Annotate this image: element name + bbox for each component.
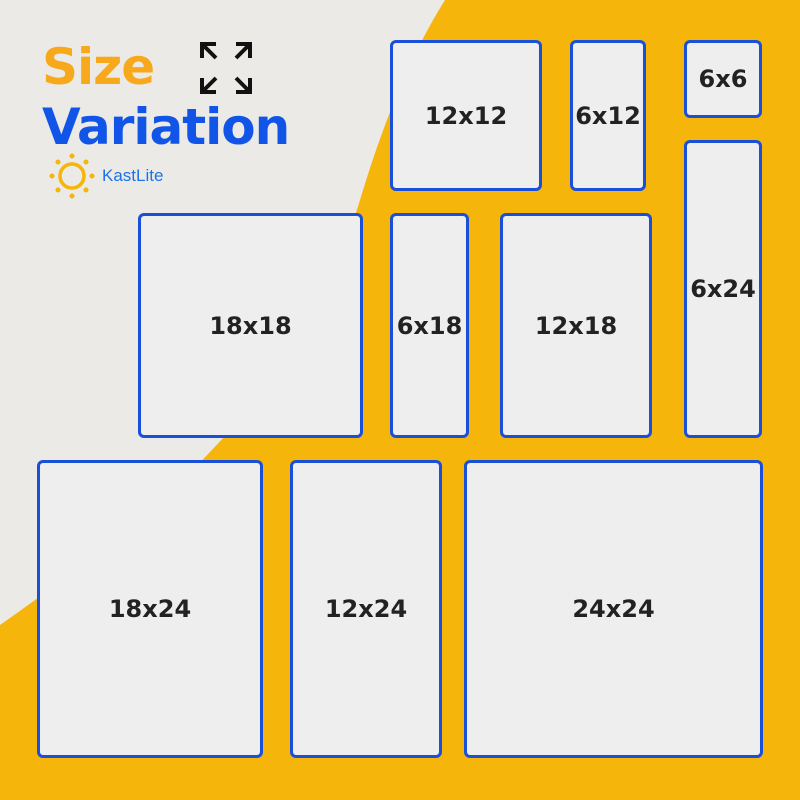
panel-12x18: 12x18 bbox=[500, 213, 652, 438]
expand-arrows-icon bbox=[200, 42, 252, 94]
panel-18x18: 18x18 bbox=[138, 213, 363, 438]
panel-6x12: 6x12 bbox=[570, 40, 646, 191]
brand-name: KastLite bbox=[102, 166, 164, 185]
title-line-2: Variation bbox=[42, 98, 290, 156]
panel-6x18: 6x18 bbox=[390, 213, 469, 438]
sun-icon bbox=[49, 153, 95, 199]
panel-18x24: 18x24 bbox=[37, 460, 263, 758]
title-line-1: Size bbox=[42, 38, 155, 96]
panel-12x24: 12x24 bbox=[290, 460, 442, 758]
panel-6x24: 6x24 bbox=[684, 140, 762, 438]
brand-logo: KastLite bbox=[48, 152, 163, 200]
panel-6x6: 6x6 bbox=[684, 40, 762, 118]
panel-24x24: 24x24 bbox=[464, 460, 763, 758]
panel-12x12: 12x12 bbox=[390, 40, 542, 191]
